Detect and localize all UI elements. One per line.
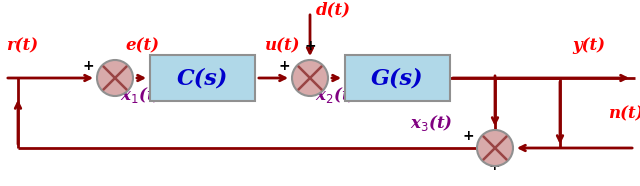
- Text: d(t): d(t): [316, 1, 351, 18]
- Text: +: +: [489, 159, 500, 173]
- Text: C(s): C(s): [177, 67, 228, 89]
- Text: -: -: [109, 86, 116, 104]
- Text: u(t): u(t): [265, 37, 301, 54]
- Text: x$_2$(t): x$_2$(t): [315, 85, 358, 105]
- Circle shape: [292, 60, 328, 96]
- Text: x$_3$(t): x$_3$(t): [410, 113, 452, 133]
- Text: e(t): e(t): [125, 37, 159, 54]
- Circle shape: [477, 130, 513, 166]
- FancyBboxPatch shape: [150, 55, 255, 101]
- Text: +: +: [304, 39, 316, 53]
- Text: +: +: [83, 59, 95, 73]
- Text: +: +: [463, 129, 475, 143]
- Text: x$_1$(t): x$_1$(t): [120, 85, 163, 105]
- Circle shape: [97, 60, 133, 96]
- Text: n(t): n(t): [608, 105, 640, 122]
- Text: y(t): y(t): [572, 37, 605, 54]
- Text: r(t): r(t): [6, 37, 38, 54]
- FancyBboxPatch shape: [345, 55, 450, 101]
- Text: +: +: [278, 59, 290, 73]
- Text: G(s): G(s): [371, 67, 424, 89]
